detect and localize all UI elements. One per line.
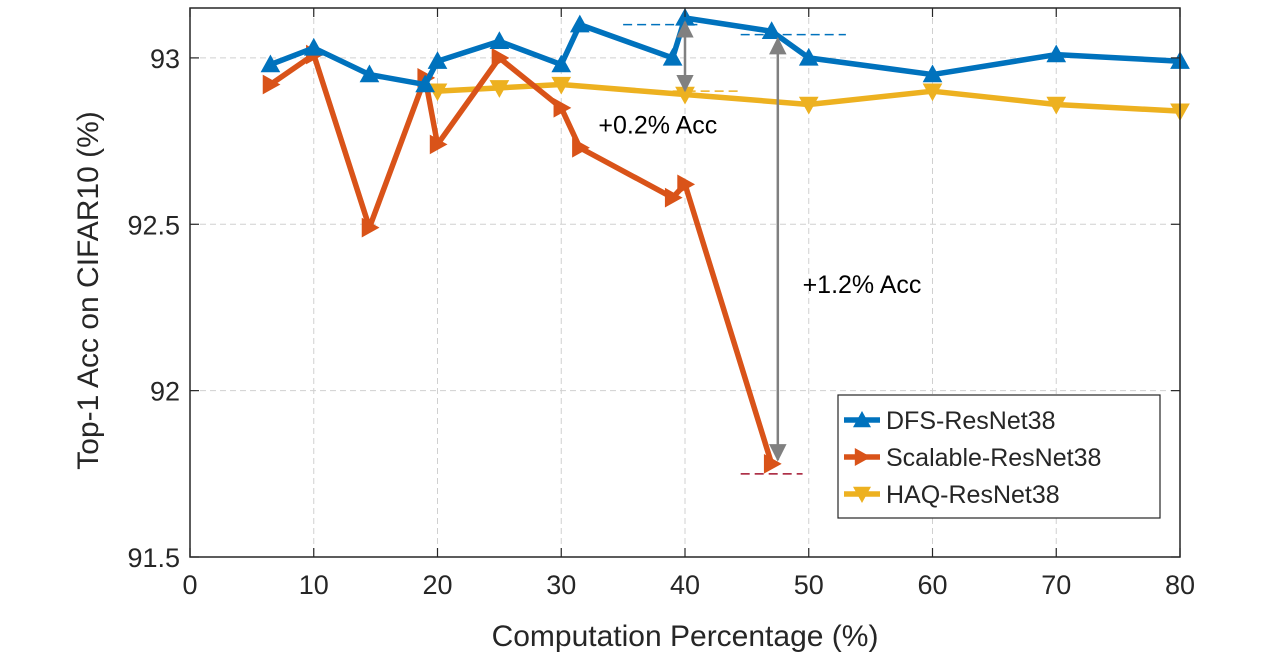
data-point-1-5: [491, 48, 510, 68]
data-point-0-0: [260, 54, 281, 73]
legend-label-dfs: DFS-ResNet38: [886, 407, 1056, 435]
x-tick-label-6: 60: [917, 570, 947, 600]
data-point-0-6: [551, 54, 572, 73]
x-tick-label-8: 80: [1165, 570, 1195, 600]
x-axis-label: Computation Percentage (%): [492, 620, 879, 653]
y-tick-label-0: 91.5: [127, 543, 180, 573]
data-point-0-7: [569, 14, 590, 33]
x-tick-label-1: 10: [299, 570, 329, 600]
data-point-2-5: [922, 83, 943, 102]
data-point-0-5: [489, 31, 510, 49]
series-line-2: [437, 81, 1181, 114]
y-axis-label: Top-1 Acc on CIFAR10 (%): [72, 111, 105, 469]
legend-marker-haq: [853, 486, 871, 503]
data-point-2-4: [798, 96, 819, 115]
x-tick-label-0: 0: [182, 570, 197, 600]
data-point-2-1: [489, 80, 510, 98]
legend: DFS-ResNet38 Scalable-ResNet38 HAQ-ResNe…: [837, 394, 1161, 519]
legend-label-scalable: Scalable-ResNet38: [886, 444, 1101, 472]
data-point-2-2: [551, 76, 572, 95]
data-point-0-12: [922, 64, 943, 83]
legend-item-dfs: DFS-ResNet38: [844, 407, 1056, 435]
data-point-0-2: [359, 64, 380, 83]
annotations: [676, 20, 787, 462]
data-point-1-8: [664, 187, 683, 208]
x-tick-label-7: 70: [1041, 570, 1071, 600]
series-line-0: [269, 15, 1181, 88]
series-1: [262, 44, 782, 474]
annotation-label-1: +1.2% Acc: [803, 271, 922, 299]
data-point-0-1: [303, 37, 324, 56]
y-tick-label-1: 92: [150, 377, 180, 407]
data-point-1-7: [572, 137, 590, 158]
y-tick-label-2: 92.5: [127, 210, 180, 240]
data-point-0-4: [427, 51, 448, 69]
y-tick-label-3: 93: [150, 44, 180, 74]
data-point-0-11: [798, 47, 819, 66]
legend-label-haq: HAQ-ResNet38: [886, 481, 1060, 509]
data-point-1-6: [553, 97, 572, 118]
data-point-2-6: [1046, 96, 1067, 115]
legend-marker-scalable: [854, 448, 871, 466]
data-point-1-0: [262, 74, 281, 95]
legend-item-haq: HAQ-ResNet38: [844, 481, 1060, 509]
data-point-0-13: [1046, 44, 1067, 63]
data-point-1-9: [677, 174, 696, 195]
series-0: [260, 7, 1190, 93]
data-point-1-2: [361, 217, 380, 238]
legend-marker-dfs: [853, 411, 871, 428]
x-tick-label-5: 50: [794, 570, 824, 600]
x-tick-label-2: 20: [422, 570, 452, 600]
data-point-1-4: [429, 134, 448, 155]
legend-box: [837, 394, 1161, 519]
series-layer: [260, 7, 1190, 474]
data-point-0-3: [415, 74, 435, 93]
series-2: [427, 76, 1190, 122]
ticks: 0 10 20 30 40 50 60 70 80 91.5 92 92.5 93: [127, 8, 1195, 600]
x-tick-label-3: 30: [546, 570, 576, 600]
legend-item-scalable: Scalable-ResNet38: [844, 444, 1101, 472]
annotation-label-0: +0.2% Acc: [598, 111, 717, 139]
x-tick-label-4: 40: [670, 570, 700, 600]
